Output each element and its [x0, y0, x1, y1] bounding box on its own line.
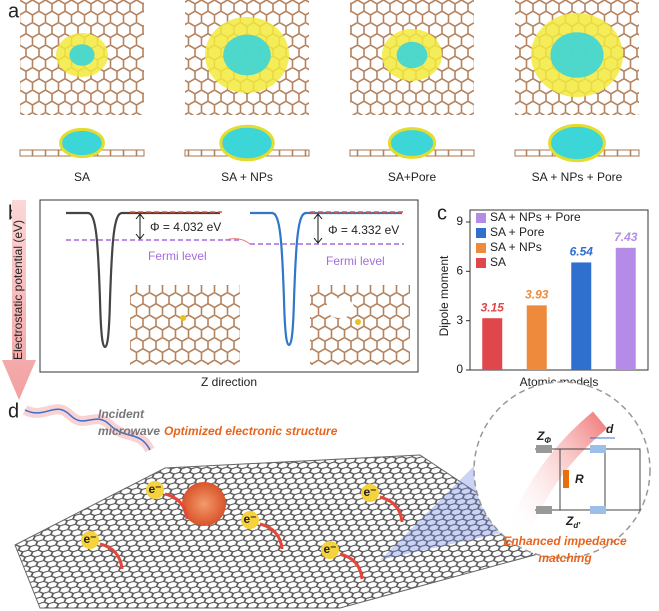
lattice — [130, 285, 240, 365]
value-label: 6.54 — [570, 245, 594, 259]
electron — [81, 531, 99, 549]
potential-curve — [250, 211, 402, 347]
electron-arrow — [339, 552, 364, 580]
potential-arrow — [2, 200, 36, 400]
value-label: 3.93 — [525, 288, 549, 302]
value-label: 7.43 — [614, 230, 638, 244]
phi-arrow — [313, 213, 323, 244]
legend-swatch — [476, 243, 486, 253]
density-cyan — [550, 32, 604, 78]
incident-label: microwave — [98, 424, 160, 438]
bar — [571, 262, 592, 370]
resistor — [563, 470, 569, 488]
legend-label: SA + Pore — [490, 225, 545, 239]
fermi-label: Fermi level — [326, 254, 385, 268]
legend-swatch — [476, 228, 486, 238]
electron-arrow — [379, 495, 404, 523]
component — [536, 506, 552, 514]
component — [536, 445, 552, 453]
frame — [39, 199, 419, 373]
atom — [355, 319, 361, 325]
legend-label: SA + NPs + Pore — [490, 210, 581, 224]
work-function: Φ = 4.032 eV — [150, 220, 221, 234]
panel-d: Incident microwave Optimized electronic st… — [14, 381, 651, 609]
electron — [321, 541, 339, 559]
value-label: 3.15 — [481, 300, 505, 314]
x-axis-label: Z direction — [201, 375, 257, 389]
fermi-label: Fermi level — [148, 249, 207, 263]
inset-label: d — [606, 422, 614, 436]
shift-arrow — [224, 238, 251, 245]
microwave — [24, 408, 151, 451]
inset-caption: Enhanced impedance — [503, 534, 627, 548]
legend-label: SA — [490, 255, 506, 269]
model-label: SA — [74, 170, 90, 184]
nanoparticle — [182, 482, 226, 526]
electron-label: e⁻ — [323, 542, 336, 556]
density-cyan — [396, 41, 428, 69]
panel-title: Optimized electronic structure — [164, 424, 338, 438]
bar — [615, 247, 636, 370]
electron — [361, 484, 379, 502]
legend-swatch — [476, 213, 486, 223]
y-tick-label: 6 — [456, 264, 463, 278]
electron-arrow — [99, 542, 124, 570]
incident-label: Incident — [98, 407, 145, 421]
model-label: SA+Pore — [388, 170, 437, 184]
y-axis-label: Electrostatic potential (eV) — [11, 220, 25, 360]
panel-label: d — [8, 400, 19, 422]
panel-a: SA SA + NPs SA+Pore SA + NPs + Pore — [19, 0, 640, 184]
subscript: d' — [573, 521, 581, 530]
density-cyan — [223, 34, 271, 76]
panel-b: Electrostatic potential (eV) Φ = 4.032 e… — [2, 199, 419, 400]
electron-label: e⁻ — [243, 512, 256, 526]
lattice — [310, 285, 410, 365]
circuit — [535, 448, 641, 511]
model-label: SA + NPs — [221, 170, 273, 184]
electron-label: e⁻ — [148, 482, 161, 496]
y-tick-label: 3 — [456, 313, 463, 327]
component — [590, 445, 606, 453]
inset-label: ZΦ — [536, 429, 551, 445]
panel-label: c — [437, 202, 447, 224]
inset-label: Zd' — [565, 514, 581, 530]
symbol: Z — [565, 514, 574, 528]
plot-frame — [469, 209, 649, 371]
atom — [180, 315, 186, 321]
inset-label: R — [575, 472, 584, 486]
side-density — [548, 123, 606, 163]
pore — [326, 298, 354, 318]
potential-curve — [66, 211, 220, 349]
bar — [482, 318, 503, 370]
electron-label: e⁻ — [363, 485, 376, 499]
phi-arrow — [135, 213, 145, 240]
bar — [526, 305, 547, 370]
side-density — [59, 127, 105, 159]
component — [590, 506, 606, 514]
side-density — [219, 124, 275, 162]
y-axis-label: Dipole moment — [437, 255, 451, 336]
electron — [146, 481, 164, 499]
density-cyan — [69, 44, 95, 66]
subscript: Φ — [544, 436, 551, 445]
inset-beam — [504, 411, 608, 544]
panel-label: a — [8, 0, 20, 22]
inset-caption: matching — [538, 551, 592, 565]
electron-arrow — [259, 522, 284, 550]
y-tick-label: 0 — [456, 362, 463, 376]
y-tick-label: 9 — [456, 214, 463, 228]
legend-label: SA + NPs — [490, 240, 542, 254]
electron-label: e⁻ — [83, 532, 96, 546]
symbol: Z — [536, 429, 545, 443]
model-label: SA + NPs + Pore — [532, 170, 623, 184]
work-function: Φ = 4.332 eV — [328, 223, 399, 237]
legend-swatch — [476, 258, 486, 268]
electron — [241, 511, 259, 529]
side-density — [387, 127, 437, 159]
electron-arrow — [164, 492, 189, 520]
